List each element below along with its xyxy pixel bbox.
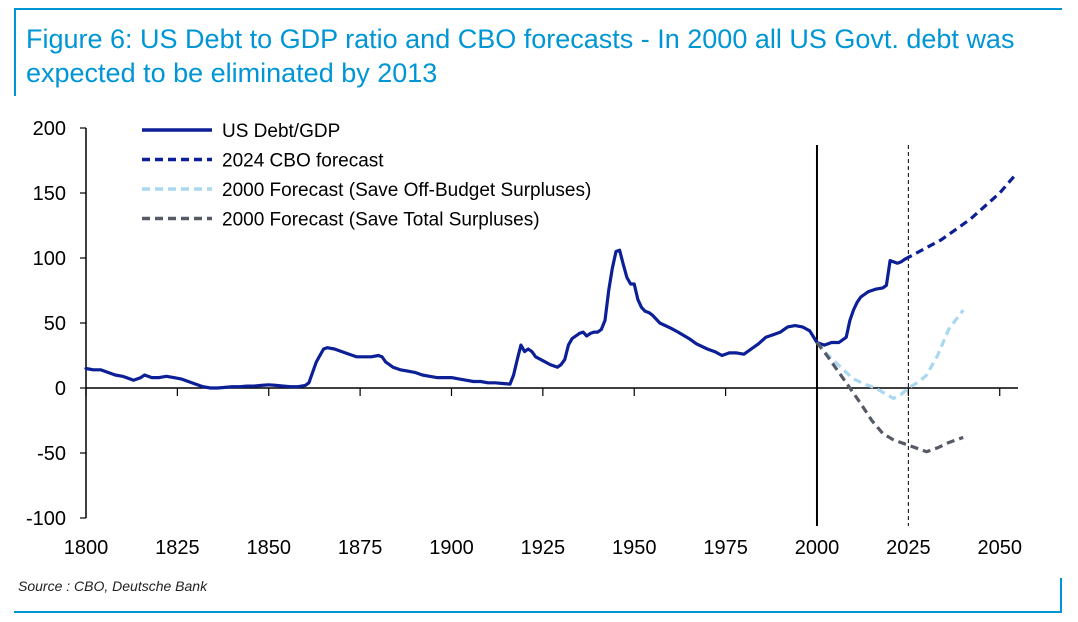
frame-bottom-rule bbox=[14, 611, 1062, 613]
x-tick-label: 1800 bbox=[64, 537, 109, 559]
y-tick-label: 200 bbox=[33, 118, 66, 140]
source-note: Source : CBO, Deutsche Bank bbox=[18, 578, 208, 594]
figure-title: Figure 6: US Debt to GDP ratio and CBO f… bbox=[26, 24, 1015, 88]
x-tick-label: 1875 bbox=[338, 537, 383, 559]
y-tick-label: 150 bbox=[33, 183, 66, 205]
series-line-2000-forecast-save-total-surpluses bbox=[815, 341, 964, 454]
frame-right-rule bbox=[1060, 578, 1062, 613]
x-tick-label: 1925 bbox=[521, 537, 566, 559]
series-line-2000-forecast-save-off-budget-surpluses bbox=[815, 309, 965, 400]
legend-label: 2000 Forecast (Save Total Surpluses) bbox=[222, 210, 540, 231]
x-tick-label: 1950 bbox=[612, 537, 657, 559]
series-line-us-debt-gdp bbox=[84, 248, 907, 390]
series-line-2024-cbo-forecast bbox=[903, 175, 1016, 261]
x-tick-label: 1825 bbox=[155, 537, 200, 559]
legend-label: US Debt/GDP bbox=[222, 121, 340, 142]
y-tick-label: 50 bbox=[44, 313, 66, 335]
y-tick-label: -100 bbox=[26, 508, 66, 530]
x-tick-label: 1975 bbox=[703, 537, 748, 559]
frame-left-rule bbox=[14, 8, 16, 96]
legend-label: 2000 Forecast (Save Off-Budget Surpluses… bbox=[222, 180, 591, 201]
axes: -100 -50 0 50 100 150 200 1800 1825 1850 1875 1900 1… bbox=[26, 118, 1022, 559]
y-tick-label: 100 bbox=[33, 248, 66, 270]
legend: US Debt/GDP 2024 CBO forecast 2000 Forecas… bbox=[142, 121, 591, 231]
y-tick-label: 0 bbox=[55, 378, 66, 400]
frame-top-rule bbox=[14, 8, 1062, 10]
x-tick-label: 2000 bbox=[795, 537, 840, 559]
series-lines bbox=[84, 175, 1016, 454]
x-tick-label: 2050 bbox=[977, 537, 1022, 559]
x-tick-label: 1900 bbox=[429, 537, 474, 559]
reference-lines bbox=[815, 145, 909, 526]
x-tick-label: 2025 bbox=[886, 537, 931, 559]
legend-label: 2024 CBO forecast bbox=[222, 151, 384, 172]
y-tick-label: -50 bbox=[37, 443, 66, 465]
x-tick-label: 1850 bbox=[246, 537, 291, 559]
